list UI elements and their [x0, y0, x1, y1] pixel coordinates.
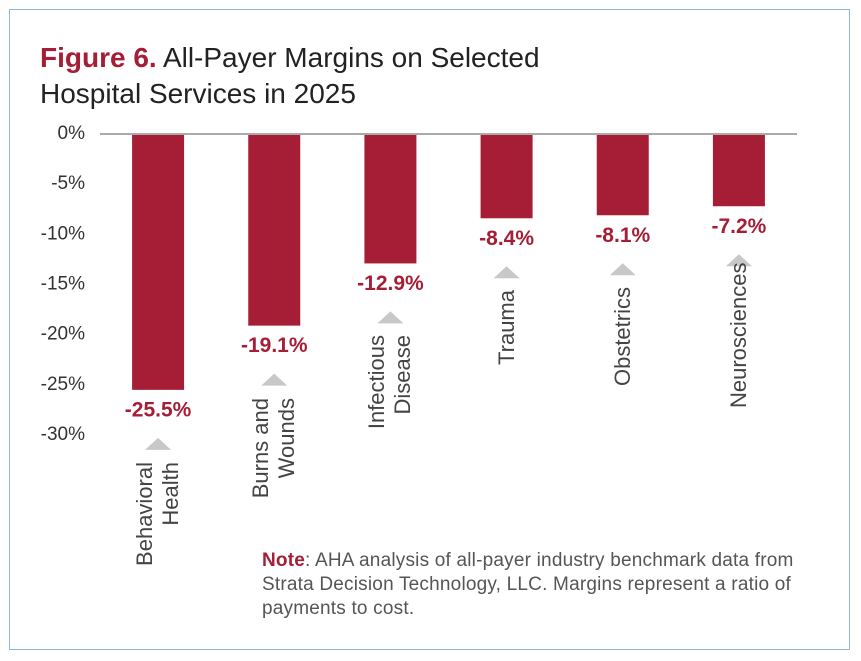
- caret: [609, 263, 636, 276]
- note-text: : AHA analysis of all-payer industry ben…: [262, 550, 794, 619]
- bar: [364, 134, 417, 264]
- bar: [480, 134, 533, 219]
- y-tick-label: -15%: [41, 274, 85, 295]
- frame: [9, 9, 850, 650]
- title-text: All-Payer Margins on Selected Hospital S…: [40, 42, 540, 109]
- y-tick-label: 0%: [58, 123, 86, 144]
- note-label: Note: [262, 550, 306, 571]
- note: Note: AHA analysis of all-payer industry…: [262, 549, 802, 621]
- data-label: -25.5%: [125, 398, 192, 421]
- x-tick-label: Trauma: [493, 290, 519, 366]
- data-label: -12.9%: [357, 272, 424, 295]
- y-tick-label: -25%: [41, 374, 85, 395]
- caret: [377, 311, 404, 324]
- y-tick-label: -30%: [41, 424, 85, 445]
- chart-title: Figure 6. All-Payer Margins on Selected …: [40, 40, 630, 112]
- bar: [712, 134, 765, 207]
- y-tick-label: -20%: [41, 324, 85, 345]
- x-tick-label: Behavioral Health: [132, 461, 184, 566]
- caret: [145, 437, 172, 450]
- caret: [261, 373, 288, 386]
- data-label: -7.2%: [711, 215, 766, 238]
- bar: [596, 134, 649, 216]
- bar: [132, 134, 185, 390]
- y-tick-label: -5%: [51, 173, 85, 194]
- x-tick-label: Infectious Disease: [364, 335, 416, 430]
- data-label: -8.4%: [479, 227, 534, 250]
- x-tick-label: Burns and Wounds: [248, 397, 300, 498]
- bar: [248, 134, 301, 326]
- caret: [725, 254, 752, 267]
- data-label: -8.1%: [595, 224, 650, 247]
- caret: [493, 266, 520, 279]
- data-label: -19.1%: [241, 334, 308, 357]
- y-tick-label: -10%: [41, 223, 85, 244]
- title-prefix: Figure 6.: [40, 42, 157, 73]
- x-tick-label: Neurosciences: [725, 262, 751, 409]
- x-tick-label: Obstetrics: [609, 287, 635, 387]
